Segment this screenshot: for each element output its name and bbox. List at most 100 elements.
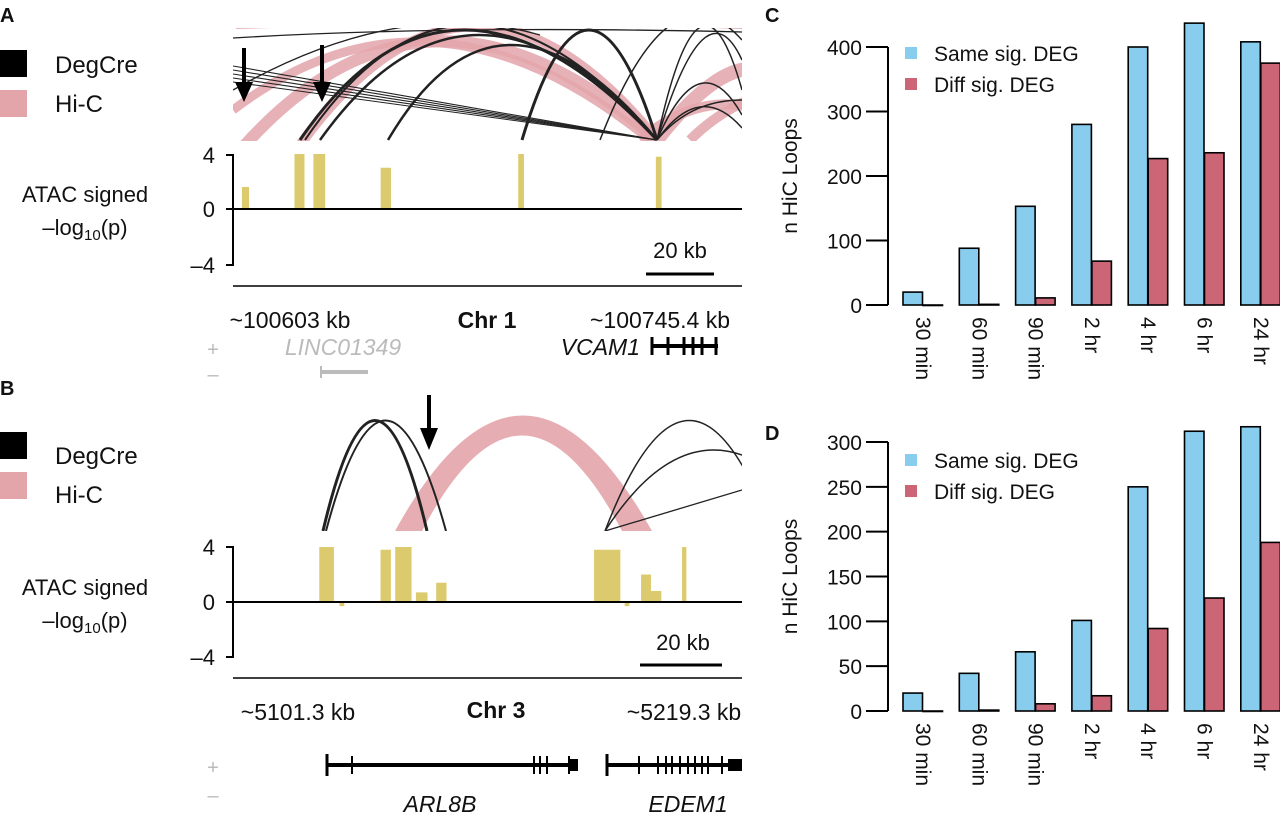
degcre-link (233, 77, 658, 141)
bar-same (1127, 486, 1149, 712)
ytick-label: 0 (203, 590, 215, 615)
arc-track-a (233, 28, 742, 141)
atac-peak-bar (436, 582, 447, 602)
gene-model-vcam1 (650, 337, 718, 355)
bar-diff (1034, 297, 1056, 306)
legend-label: Same sig. DEG (934, 43, 1079, 66)
atac-y-axis (226, 546, 234, 658)
panel-label-d: D (765, 423, 779, 445)
degcre-link (321, 419, 429, 531)
x-tick-label: 60 min (967, 723, 990, 786)
scale-bar-label: 20 kb (653, 238, 707, 263)
legend-swatch (905, 454, 917, 466)
legend-label: Diff sig. DEG (934, 74, 1055, 97)
degcre-link (298, 28, 659, 141)
y-tick-label: 200 (827, 166, 862, 189)
bar-diff (922, 710, 944, 713)
region-start: ~100603 kb (230, 307, 351, 333)
degcre-link (604, 419, 742, 531)
bar-same (1014, 205, 1036, 306)
atac-peak-bar (624, 602, 630, 607)
degcre-link (233, 65, 658, 141)
atac-peak-bar (313, 154, 326, 209)
degcre-link (233, 69, 658, 141)
degcre-link (656, 28, 742, 141)
legend-swatch-degcre (0, 50, 27, 77)
hic-loop (395, 415, 652, 531)
atac-ylabel-line1: ATAC signed (22, 182, 148, 207)
gene-label-vcam1: VCAM1 (561, 334, 640, 360)
strand-minus: – (207, 364, 219, 386)
gene-label-edem1: EDEM1 (648, 791, 727, 817)
bar-same (1014, 651, 1036, 712)
bar-same (1240, 425, 1262, 712)
bar-diff (1147, 627, 1169, 712)
x-tick-label: 24 hr (1249, 317, 1272, 365)
gene-model-edem1 (605, 754, 742, 776)
region-end: ~5219.3 kb (627, 699, 741, 725)
y-tick-label: 300 (827, 432, 862, 455)
degcre-link (656, 32, 742, 141)
y-tick-label: 150 (827, 567, 862, 590)
atac-peak-bar (518, 154, 524, 209)
ytick-label: 4 (203, 143, 215, 168)
panel-label-a: A (0, 5, 14, 27)
degcre-link (599, 28, 742, 141)
degcre-link (233, 81, 658, 141)
legend-swatch (905, 485, 917, 497)
y-axis-label: n HiC Loops (779, 118, 802, 234)
ytick-label: 0 (203, 197, 215, 222)
ytick-label: –4 (191, 645, 215, 670)
legend-swatch (905, 78, 917, 90)
region-start: ~5101.3 kb (241, 699, 355, 725)
strand-plus: + (207, 757, 219, 779)
atac-y-axis (226, 154, 234, 266)
y-tick-label: 100 (827, 611, 862, 634)
hic-loops (233, 28, 742, 141)
gene-model-arl8b (325, 754, 578, 776)
atac-peak-bar (294, 154, 305, 209)
legend-label-hic: Hi-C (55, 91, 103, 118)
atac-peak-bar (641, 574, 651, 602)
ytick-label: 4 (203, 535, 215, 560)
degcre-link (233, 28, 541, 91)
strand-plus: + (207, 339, 219, 361)
y-tick-label: 50 (839, 656, 862, 679)
y-tick-label: 0 (850, 295, 862, 318)
bar-diff (978, 709, 1000, 712)
chromosome-label: Chr 1 (458, 307, 517, 333)
legend-label: Same sig. DEG (934, 450, 1079, 473)
x-tick-label: 4 hr (1136, 723, 1159, 759)
degcre-link (325, 419, 447, 531)
atac-peak-bar (395, 547, 412, 602)
atac-ylabel-line2: –log10(p) (42, 215, 127, 244)
atac-peak-bar (594, 549, 621, 602)
bar-diff (1091, 694, 1113, 712)
atac-peak-bar (655, 156, 662, 209)
x-tick-label: 30 min (911, 723, 934, 786)
panel-a: A DegCre Hi-C (0, 5, 742, 386)
bar-chart-d: 0 50 100 150 200 250 300 30 min 60 min 90 min 2 hr… (779, 425, 1280, 786)
bar-diff (922, 304, 944, 307)
degcre-link (318, 33, 658, 141)
atac-ylabel-line2: –log10(p) (42, 608, 127, 637)
bar-same (1240, 41, 1262, 306)
atac-track-a: ATAC signed –log10(p) 4 0 –4 20 kb (22, 143, 742, 287)
legend-label-degcre: DegCre (55, 443, 138, 470)
legend-swatch (905, 47, 917, 59)
ytick-label: –4 (191, 253, 215, 278)
y-tick-label: 400 (827, 37, 862, 60)
y-tick-label: 0 (850, 701, 862, 724)
degcre-link (520, 28, 659, 141)
legend-swatch-degcre (0, 432, 27, 459)
legend-label-hic: Hi-C (55, 482, 103, 509)
x-tick-label: 90 min (1024, 317, 1047, 380)
strand-minus: – (207, 785, 219, 807)
atac-peak-bar (415, 592, 428, 602)
gene-label-linc01349: LINC01349 (285, 334, 402, 360)
atac-track-b: ATAC signed –log10(p) 4 0 –4 20 kb (22, 535, 742, 679)
bar-same (902, 692, 924, 712)
legend-swatch-hic (0, 90, 27, 117)
x-tick-label: 30 min (911, 317, 934, 380)
